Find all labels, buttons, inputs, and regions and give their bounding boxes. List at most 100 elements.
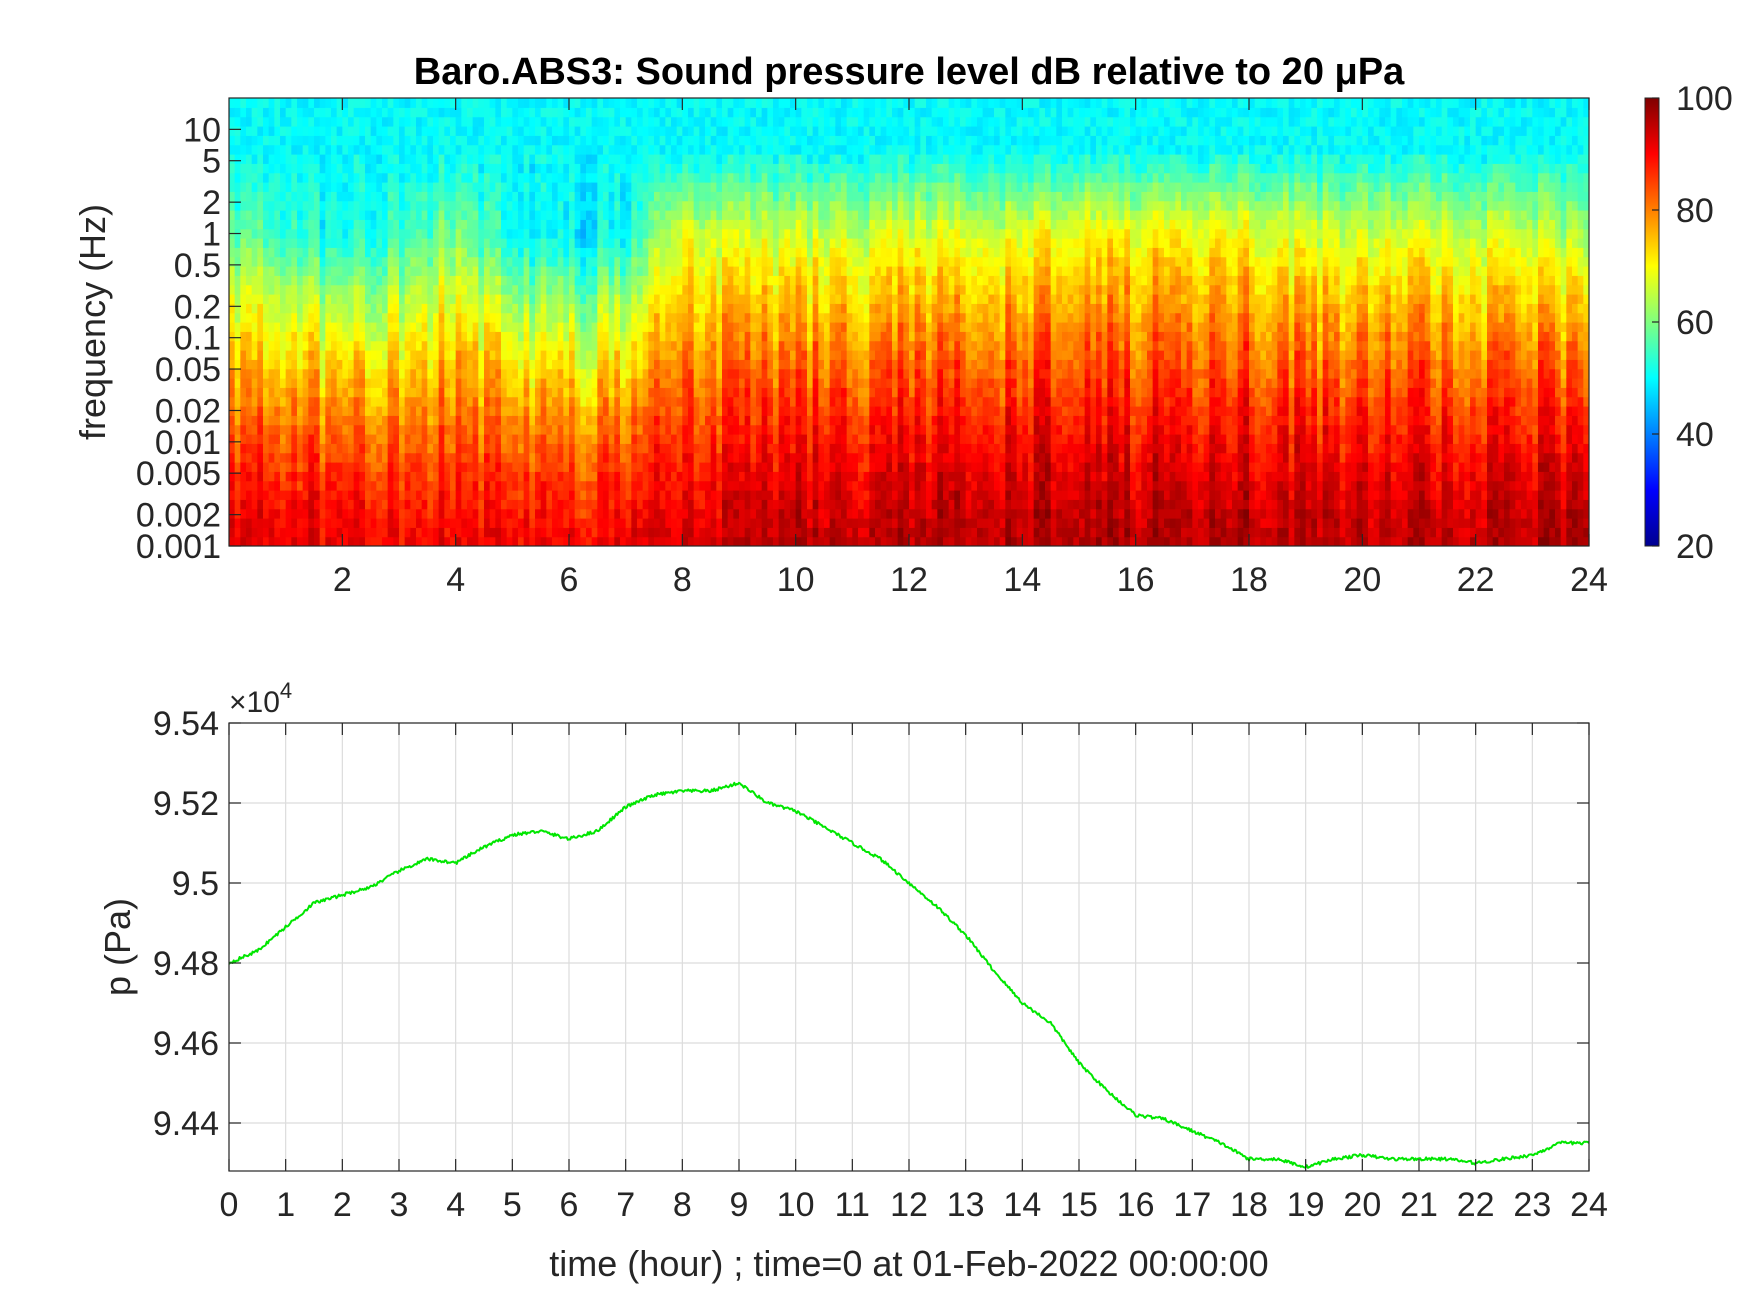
spectrogram-cell: [784, 471, 791, 482]
spectrogram-cell: [761, 480, 768, 491]
spectrogram-cell: [308, 135, 315, 146]
spectrogram-cell: [376, 182, 383, 192]
spectrogram-cell: [614, 396, 621, 407]
spectrogram-cell: [229, 443, 236, 454]
spectrogram-cell: [421, 154, 428, 164]
spectrogram-cell: [348, 172, 355, 183]
spectrogram-cell: [348, 443, 355, 454]
spectrogram-cell: [642, 340, 649, 351]
spectrogram-cell: [767, 294, 774, 304]
spectrogram-cell: [523, 154, 530, 164]
spectrogram-cell: [291, 228, 298, 239]
spectrogram-cell: [382, 480, 389, 491]
spectrogram-cell: [399, 228, 406, 239]
spectrogram-cell: [450, 228, 457, 239]
spectrogram-cell: [569, 322, 576, 332]
spectrogram-cell: [603, 98, 610, 108]
spectrogram-cell: [535, 172, 542, 183]
spectrogram-cell: [716, 322, 723, 332]
spectrogram-cell: [529, 172, 536, 183]
spectrogram-cell: [518, 378, 525, 388]
spectrogram-cell: [251, 462, 258, 472]
spectrogram-cell: [756, 340, 763, 351]
spectrogram-cell: [625, 331, 632, 342]
spectrogram-cell: [353, 135, 360, 146]
spectrogram-cell: [387, 126, 394, 136]
spectrogram-cell: [620, 322, 627, 332]
spectrogram-cell: [682, 228, 689, 239]
spectrogram-cell: [620, 387, 627, 398]
spectrogram-cell: [614, 480, 621, 491]
spectrogram-cell: [523, 434, 530, 444]
spectrogram-cell: [370, 266, 377, 276]
spectrogram-cell: [750, 228, 757, 239]
spectrogram-cell: [659, 200, 666, 211]
spectrogram-cell: [546, 499, 553, 510]
spectrogram-cell: [535, 424, 542, 435]
spectrogram-cell: [693, 182, 700, 192]
spectrogram-cell: [790, 266, 797, 276]
spectrogram-cell: [790, 378, 797, 388]
spectrogram-cell: [489, 228, 496, 239]
spectrogram-cell: [257, 182, 264, 192]
spectrogram-cell: [331, 107, 338, 118]
spectrogram-cell: [693, 312, 700, 323]
spectrogram-cell: [280, 396, 287, 407]
spectrogram-cell: [648, 350, 655, 360]
spectrogram-cell: [580, 452, 587, 463]
spectrogram-cell: [523, 322, 530, 332]
spectrogram-cell: [648, 182, 655, 192]
spectrogram-cell: [495, 527, 502, 538]
spectrogram-cell: [552, 424, 559, 435]
spectrogram-cell: [291, 490, 298, 500]
spectrogram-cell: [427, 163, 434, 174]
spectrogram-cell: [784, 518, 791, 528]
spectrogram-cell: [416, 256, 423, 267]
spectrogram-cell: [790, 406, 797, 416]
spectrogram-cell: [529, 396, 536, 407]
spectrogram-cell: [427, 275, 434, 286]
spectrogram-cell: [756, 210, 763, 220]
spectrogram-cell: [229, 331, 236, 342]
spectrogram-cell: [603, 406, 610, 416]
spectrogram-cell: [263, 350, 270, 360]
spectrogram-cell: [484, 415, 491, 426]
spectrogram-cell: [784, 294, 791, 304]
spectrogram-cell: [257, 443, 264, 454]
spectrogram-cell: [807, 126, 814, 136]
spectrogram-cell: [557, 210, 564, 220]
spectrogram-cell: [399, 135, 406, 146]
spectrogram-cell: [659, 303, 666, 314]
spectrogram-cell: [410, 107, 417, 118]
spectrogram-cell: [438, 350, 445, 360]
spectrogram-cell: [467, 154, 474, 164]
spectrogram-cell: [376, 303, 383, 314]
spectrogram-cell: [518, 210, 525, 220]
spectrogram-cell: [291, 172, 298, 183]
spectrogram-cell: [563, 322, 570, 332]
spectrogram-cell: [659, 256, 666, 267]
spectrogram-cell: [671, 238, 678, 248]
spectrogram-cell: [251, 284, 258, 295]
spectrogram-cell: [727, 424, 734, 435]
spectrogram-cell: [722, 490, 729, 500]
spectrogram-cell: [359, 98, 366, 108]
spectrogram-cell: [478, 322, 485, 332]
spectrogram-cell: [382, 238, 389, 248]
spectrogram-cell: [688, 294, 695, 304]
spectrogram-cell: [580, 98, 587, 108]
spectrogram-cell: [495, 434, 502, 444]
spectrogram-cell: [472, 98, 479, 108]
spectrogram-cell: [756, 331, 763, 342]
spectrogram-cell: [410, 518, 417, 528]
spectrogram-cell: [331, 191, 338, 202]
spectrogram-cell: [382, 536, 389, 546]
spectrogram-cell: [506, 499, 513, 510]
spectrogram-cell: [336, 490, 343, 500]
spectrogram-cell: [461, 508, 468, 519]
spectrogram-cell: [506, 219, 513, 230]
spectrogram-cell: [546, 340, 553, 351]
spectrogram-cell: [421, 434, 428, 444]
spectrogram-cell: [376, 396, 383, 407]
spectrogram-cell: [705, 443, 712, 454]
